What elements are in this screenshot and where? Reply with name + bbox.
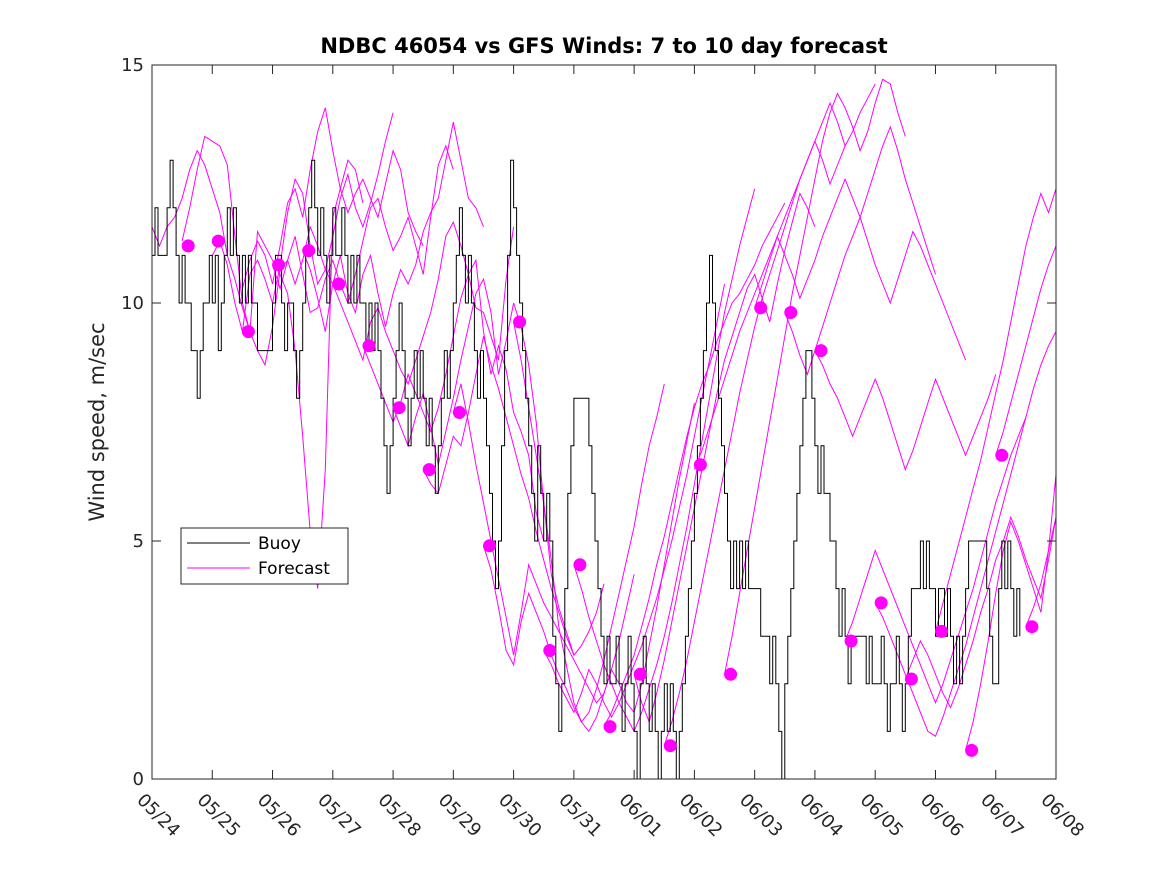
forecast-marker	[663, 739, 677, 753]
y-tick-label: 15	[121, 55, 144, 76]
legend-forecast-label: Forecast	[258, 559, 330, 579]
forecast-marker	[452, 406, 466, 419]
forecast-marker	[302, 244, 316, 258]
legend-box	[180, 527, 349, 585]
forecast-run-line	[332, 220, 515, 386]
forecast-marker	[935, 624, 948, 638]
forecast-run-line	[935, 188, 1057, 632]
forecast-marker	[814, 344, 828, 358]
forecast-marker	[422, 463, 436, 477]
forecast-marker	[844, 634, 858, 648]
y-tick-label: 0	[133, 769, 144, 790]
forecast-marker	[513, 315, 527, 329]
forecast-run-line	[904, 515, 1057, 709]
y-axis-label: Wind speed, m/sec	[85, 322, 109, 521]
forecast-run-line	[874, 331, 1057, 737]
forecast-run-line	[633, 192, 816, 724]
forecast-marker	[784, 306, 798, 319]
y-tick-label: 5	[133, 531, 144, 552]
forecast-marker	[332, 277, 346, 291]
legend-buoy-label: Buoy	[258, 534, 301, 554]
forecast-marker	[874, 596, 888, 610]
forecast-run-line	[603, 202, 786, 727]
forecast-markers	[181, 234, 1039, 757]
forecast-marker	[633, 667, 647, 681]
forecast-marker	[241, 325, 255, 339]
forecast-run-line	[1025, 517, 1057, 627]
forecast-run-line	[543, 283, 725, 719]
forecast-marker	[272, 258, 286, 272]
axes-box	[151, 64, 1057, 780]
forecast-marker	[543, 644, 557, 657]
forecast-run-line	[693, 83, 876, 470]
chart-title: NDBC 46054 vs GFS Winds: 7 to 10 day for…	[320, 34, 887, 58]
forecast-marker	[483, 539, 496, 553]
forecast-run-line	[724, 78, 906, 675]
forecast-marker	[693, 458, 707, 472]
forecast-marker	[724, 667, 738, 681]
forecast-run-line	[995, 245, 1057, 456]
forecast-run-line	[754, 125, 936, 308]
legend: Buoy Forecast	[180, 527, 349, 585]
forecast-marker	[1025, 620, 1039, 634]
forecast-run-line	[272, 144, 454, 314]
forecast-marker	[754, 301, 768, 315]
y-tick-label: 10	[121, 293, 144, 314]
forecast-run-line	[483, 383, 665, 723]
forecast-marker	[181, 239, 195, 253]
forecast-marker	[392, 401, 406, 415]
forecast-marker	[965, 743, 979, 757]
forecast-run-line	[422, 336, 605, 657]
forecast-run-line	[844, 417, 1027, 705]
forecast-marker	[573, 558, 587, 572]
forecast-marker	[362, 339, 376, 353]
forecast-run-line	[814, 350, 997, 472]
forecast-marker	[904, 672, 918, 686]
forecast-marker	[211, 234, 225, 248]
forecast-marker	[995, 448, 1009, 462]
buoy-line	[152, 159, 1021, 780]
forecast-marker	[603, 720, 617, 734]
y-axis: 0 5 10 15	[121, 55, 1056, 790]
forecast-run-line	[241, 107, 424, 289]
buoy-series	[152, 159, 1021, 780]
forecast-run-line	[151, 149, 334, 367]
forecast-run-line	[965, 474, 1057, 751]
